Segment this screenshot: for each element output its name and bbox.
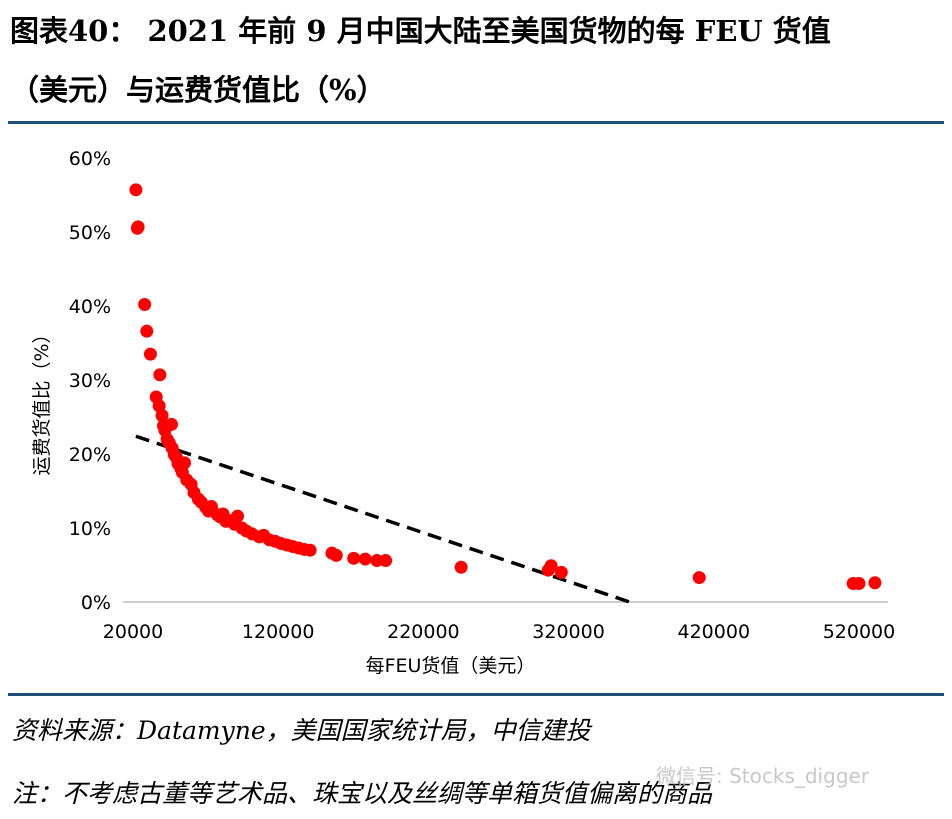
- chart-title-line-2: （美元）与运费货值比（%）: [10, 73, 386, 107]
- y-tick-label: 40%: [69, 296, 111, 318]
- source-note: 资料来源：Datamyne，美国国家统计局，中信建投: [12, 716, 591, 745]
- y-axis-ticks: 0% 10% 20% 30% 40% 50% 60%: [69, 148, 111, 614]
- data-point: [329, 548, 343, 562]
- data-point: [303, 543, 317, 557]
- y-tick-label: 0%: [81, 592, 111, 614]
- data-point: [155, 409, 169, 423]
- y-tick-label: 10%: [69, 518, 111, 540]
- trend-line: [135, 434, 631, 604]
- data-point: [231, 509, 245, 523]
- x-axis-label: 每FEU货值（美元）: [366, 655, 536, 677]
- x-tick-label: 420000: [678, 621, 751, 643]
- data-point: [129, 183, 143, 197]
- x-tick-label: 220000: [387, 621, 460, 643]
- bottom-divider: [8, 693, 944, 696]
- data-point: [143, 347, 157, 361]
- data-point: [852, 577, 866, 590]
- data-point: [554, 565, 568, 579]
- chart-title-line-1: 图表40： 2021 年前 9 月中国大陆至美国货物的每 FEU 货值: [10, 14, 831, 48]
- data-point: [138, 298, 152, 312]
- data-point: [153, 368, 167, 382]
- y-tick-label: 20%: [69, 444, 111, 466]
- scatter-chart: 0% 10% 20% 30% 40% 50% 60% 20000 120000 220000 32…: [31, 148, 895, 677]
- data-point: [358, 552, 372, 566]
- data-point: [379, 554, 393, 568]
- y-tick-label: 30%: [69, 370, 111, 392]
- data-point: [131, 220, 145, 234]
- data-point: [347, 551, 361, 565]
- y-tick-label: 60%: [69, 148, 111, 170]
- data-point: [140, 324, 154, 338]
- x-tick-label: 120000: [242, 621, 315, 643]
- y-axis-label: 运费货值比（%）: [31, 324, 53, 475]
- data-point: [868, 576, 882, 590]
- x-tick-label: 320000: [532, 621, 605, 643]
- top-divider: [8, 121, 944, 124]
- data-point: [454, 560, 468, 574]
- x-axis-ticks: 20000 120000 220000 320000 420000 520000: [103, 621, 895, 643]
- data-point: [164, 417, 178, 431]
- x-tick-label: 20000: [103, 621, 163, 643]
- watermark-text: 微信号: Stocks_digger: [656, 764, 870, 788]
- data-point: [692, 571, 706, 585]
- x-tick-label: 520000: [823, 621, 896, 643]
- y-tick-label: 50%: [69, 222, 111, 244]
- footnote: 注：不考虑古董等艺术品、珠宝以及丝绸等单箱货值偏离的商品: [12, 779, 713, 808]
- data-point: [178, 456, 192, 470]
- data-point: [544, 559, 558, 573]
- data-points: [129, 183, 882, 590]
